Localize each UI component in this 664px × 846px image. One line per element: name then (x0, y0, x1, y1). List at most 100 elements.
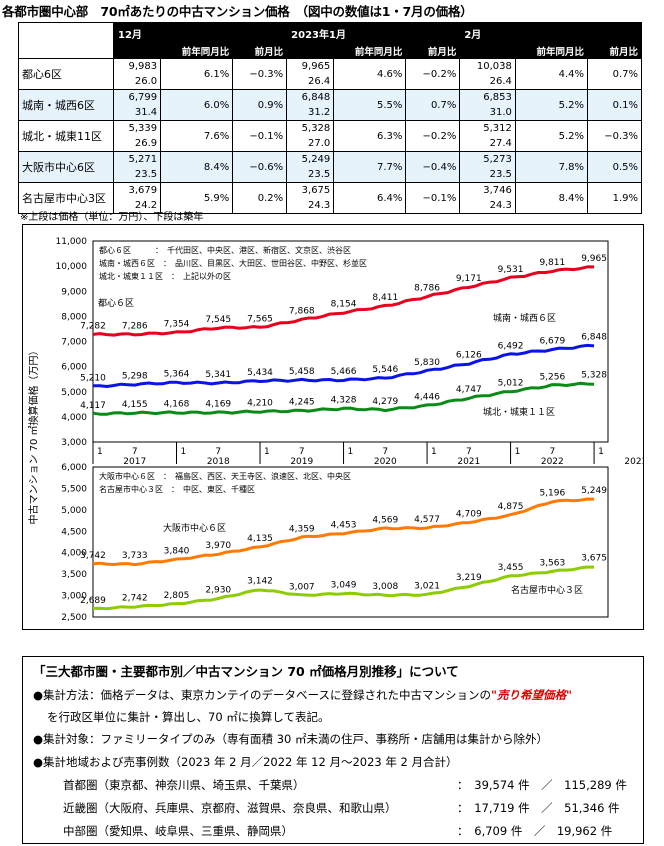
table-row: 城南・城西6区 6,799 6.0% 0.9% 6,848 5.5% 0.7% 6,853 5.… (18, 89, 643, 121)
data-label: 4,245 (289, 398, 315, 408)
mom-cell: 0.7% (586, 58, 643, 90)
y-tick-label: 6,000 (61, 463, 87, 473)
month-header: 12月 (112, 22, 288, 44)
series-line-tokyo (92, 265, 595, 337)
age-cell: 26.4 (286, 74, 335, 90)
series-name-label: 名古屋市中心３区 (511, 584, 583, 596)
x-tick-label: 7 (466, 447, 472, 457)
table-row: 大阪市中心6区 5,271 8.4% −0.6% 5,249 7.7% −0.4% 5,273… (18, 151, 643, 183)
sub-header-mom: 前月比 (405, 43, 461, 59)
mom-cell: −0.2% (405, 120, 461, 152)
x-tick-label: 1 (181, 447, 187, 457)
mom-cell: 0.9% (232, 89, 288, 121)
y-tick-label: 6,000 (61, 363, 87, 373)
age-cell: 24.2 (112, 198, 162, 214)
data-label: 8,154 (331, 300, 357, 310)
data-label: 4,875 (498, 502, 524, 512)
y-tick-label: 5,500 (61, 484, 87, 494)
data-label: 3,970 (205, 541, 231, 551)
table-row: 都心6区 9,983 6.1% −0.3% 9,965 4.6% −0.2% 10,038 4.… (18, 58, 643, 90)
age-cell: 23.5 (112, 167, 162, 183)
month-header: 2023年1月 (286, 22, 461, 44)
data-label: 9,811 (539, 258, 565, 268)
data-label: 5,364 (164, 370, 190, 380)
data-label: 7,286 (122, 321, 148, 331)
sub-header-blank (459, 43, 516, 59)
data-label: 6,679 (539, 337, 565, 347)
legend-text: 城南・城西６区 ： 品川区、目黒区、大田区、世田谷区、中野区、杉並区 (99, 258, 367, 268)
region-cell: 都心6区 (18, 58, 114, 90)
price-cell: 5,312 (459, 120, 516, 136)
yoy-cell: 8.4% (160, 151, 234, 183)
data-label: 4,747 (456, 385, 482, 395)
info-method-cont: を行政区単位に集計・算出し、70 ㎡に換算して表記。 (47, 710, 330, 724)
plot-area (92, 466, 609, 618)
series-line-nagoya (92, 565, 595, 611)
yoy-cell: 4.4% (514, 58, 588, 90)
price-cell: 3,746 (459, 182, 516, 198)
data-label: 6,126 (456, 350, 482, 360)
data-label: 5,466 (331, 367, 357, 377)
y-tick-label: 5,000 (61, 388, 87, 398)
series-line-johnan (93, 343, 595, 388)
data-label: 3,675 (581, 554, 607, 564)
data-label: 2,742 (122, 594, 148, 604)
y-tick-label: 3,000 (61, 592, 87, 602)
price-cell: 3,679 (112, 182, 162, 198)
price-table: 12月 2023年1月 2月 前年同月比 前月比 前年同月比 前月比 前年同月比… (18, 22, 643, 214)
data-label: 7,354 (164, 320, 190, 330)
data-label: 5,434 (247, 368, 273, 378)
info-method-highlight: "売り希望価格" (490, 688, 572, 702)
mom-cell: −0.3% (232, 58, 288, 90)
legend-text: 大阪市中心６区 ： 福島区、西区、天王寺区、浪速区、北区、中央区 (99, 471, 351, 481)
table-corner (18, 43, 114, 59)
x-tick-label: 7 (215, 447, 221, 457)
data-label: 7,565 (247, 314, 273, 324)
data-label: 4,328 (331, 396, 357, 406)
price-cell: 6,853 (459, 89, 516, 105)
y-tick-label: 8,000 (61, 312, 87, 322)
data-label: 9,965 (581, 254, 607, 264)
mom-cell: −0.1% (405, 182, 461, 214)
price-cell: 5,273 (459, 151, 516, 167)
data-label: 4,359 (289, 524, 315, 534)
sub-header-blank (286, 43, 335, 59)
data-label: 5,341 (205, 370, 231, 380)
data-label: 4,446 (414, 393, 440, 403)
data-label: 5,249 (581, 486, 607, 496)
x-year-label: 2021 (457, 457, 480, 467)
data-label: 4,155 (122, 400, 148, 410)
price-cell: 5,339 (112, 120, 162, 136)
data-label: 4,169 (205, 400, 231, 410)
price-cell: 3,675 (286, 182, 335, 198)
yoy-cell: 5.9% (160, 182, 234, 214)
x-tick-label: 7 (382, 447, 388, 457)
price-cell: 6,799 (112, 89, 162, 105)
data-label: 5,830 (414, 358, 440, 368)
table-row: 名古屋市中心3区 3,679 5.9% 0.2% 3,675 6.4% −0.1% 3,746… (18, 182, 643, 214)
yoy-cell: 5.2% (514, 89, 588, 121)
sub-header-blank (112, 43, 162, 59)
yoy-cell: 5.5% (333, 89, 407, 121)
age-cell: 23.5 (459, 167, 516, 183)
table-row: 26.9 27.0 27.4 (19, 136, 642, 152)
price-cell: 5,271 (112, 151, 162, 167)
data-label: 4,168 (164, 400, 190, 410)
age-cell: 27.4 (459, 136, 516, 152)
info-box: 「三大都市圏・主要都市別／中古マンション 70 ㎡価格月別推移」について ●集計… (22, 656, 644, 844)
x-tick-label: 1 (97, 447, 103, 457)
data-label: 3,142 (247, 576, 273, 586)
data-label: 5,298 (122, 371, 148, 381)
y-tick-label: 3,500 (61, 570, 87, 580)
chart-frame: 中古マンション 70 ㎡換算価格（万円） 3,000 4,000 5,000 6,000… (22, 224, 644, 630)
x-year-label: 2018 (207, 457, 230, 467)
mom-cell: −0.1% (232, 120, 288, 152)
yoy-cell: 6.0% (160, 89, 234, 121)
age-cell: 23.5 (286, 167, 335, 183)
y-tick-label: 7,000 (61, 338, 87, 348)
y-tick-label: 3,000 (61, 438, 87, 448)
info-area-title: ●集計地域および売事例数（2023 年 2 月／2022 年 12 月～2023… (33, 755, 458, 769)
data-label: 5,196 (539, 488, 565, 498)
mom-cell: −0.6% (232, 151, 288, 183)
price-line-chart: 中古マンション 70 ㎡換算価格（万円） 3,000 4,000 5,000 6,000… (27, 237, 643, 623)
